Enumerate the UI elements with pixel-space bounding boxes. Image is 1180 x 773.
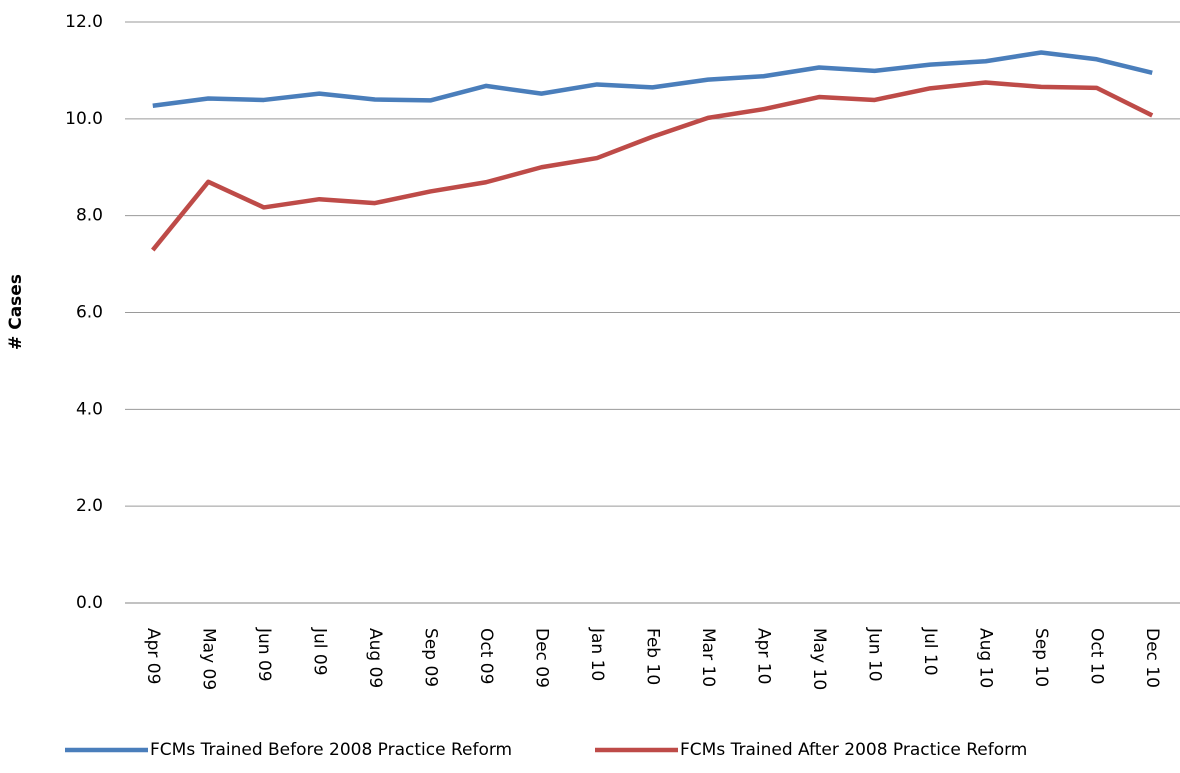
x-tick-label: Oct 10	[1087, 628, 1107, 684]
x-tick-label: Feb 10	[643, 628, 663, 685]
y-tick-label: 2.0	[76, 496, 103, 516]
series-line	[152, 50, 1153, 108]
y-tick-label: 10.0	[65, 109, 103, 129]
y-tick-label: 12.0	[65, 12, 103, 32]
legend-label: FCMs Trained Before 2008 Practice Reform	[150, 740, 512, 760]
x-tick-label: Dec 10	[1142, 628, 1162, 688]
x-tick-label: Apr 10	[754, 628, 774, 684]
series-line	[151, 80, 1154, 252]
x-tick-label: May 10	[809, 628, 829, 690]
y-tick-label: 8.0	[76, 206, 103, 226]
x-tick-label: Sep 09	[420, 628, 440, 687]
legend-label: FCMs Trained After 2008 Practice Reform	[680, 740, 1027, 760]
x-tick-label: Aug 10	[976, 628, 996, 688]
x-tick-label: Jun 10	[865, 627, 885, 682]
x-tick-label: Dec 09	[531, 628, 551, 688]
x-tick-label: Jun 09	[254, 627, 274, 682]
y-axis-title: # Cases	[6, 274, 26, 350]
y-tick-label: 6.0	[76, 303, 103, 323]
x-tick-label: May 09	[198, 628, 218, 690]
x-tick-label: Oct 09	[476, 628, 496, 684]
x-tick-label: Jan 10	[587, 627, 607, 681]
x-tick-label: Aug 09	[365, 628, 385, 688]
x-tick-label: Apr 09	[143, 628, 163, 684]
x-tick-label: Sep 10	[1031, 628, 1051, 687]
y-tick-label: 0.0	[76, 593, 103, 613]
y-tick-label: 4.0	[76, 399, 103, 419]
x-tick-label: Jul 09	[309, 627, 329, 676]
x-tick-label: Jul 10	[920, 627, 940, 676]
x-tick-label: Mar 10	[698, 628, 718, 687]
